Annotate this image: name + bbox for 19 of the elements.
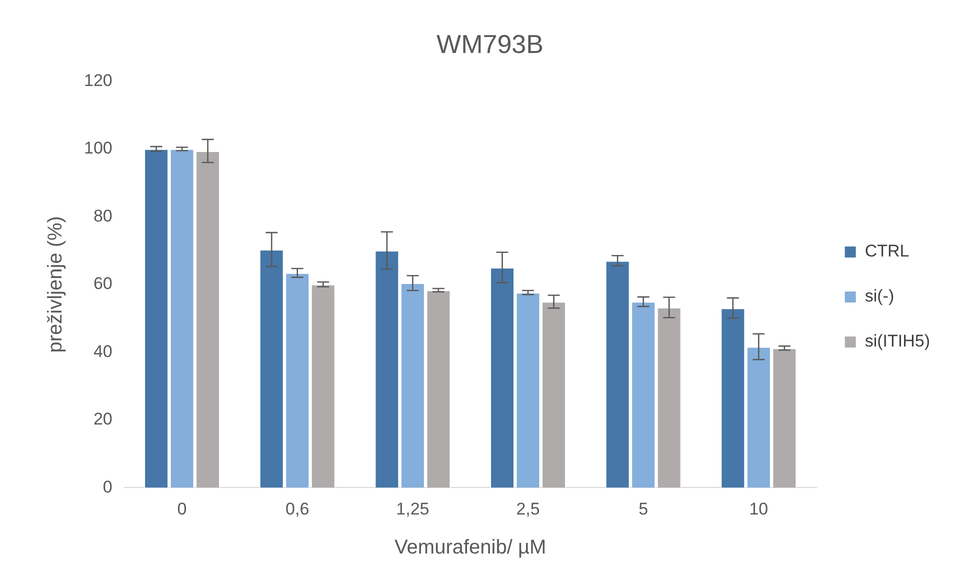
legend-label: CTRL <box>864 242 910 261</box>
x-tick-label: 0,6 <box>286 499 310 518</box>
x-tick-label: 5 <box>638 499 648 518</box>
y-tick-label: 80 <box>93 206 112 226</box>
x-tick-label: 1,25 <box>396 499 430 518</box>
x-tick-label: 0 <box>177 499 187 518</box>
y-tick-label: 0 <box>102 477 112 496</box>
x-axis-title: Vemurafenib/ µM <box>394 536 546 559</box>
y-tick-label: 100 <box>84 138 112 158</box>
chart-title: WM793B <box>436 28 544 59</box>
y-tick-label: 120 <box>84 70 112 90</box>
x-tick-label: 10 <box>749 499 768 518</box>
y-tick-label: 40 <box>93 342 112 361</box>
y-axis-title: preživljenje (%) <box>44 216 67 353</box>
y-tick-label: 20 <box>93 410 112 429</box>
x-tick-label: 2,5 <box>516 499 540 518</box>
legend-label: si(ITIH5) <box>864 332 930 351</box>
legend-label: si(-) <box>864 286 894 306</box>
y-tick-label: 60 <box>93 274 112 294</box>
